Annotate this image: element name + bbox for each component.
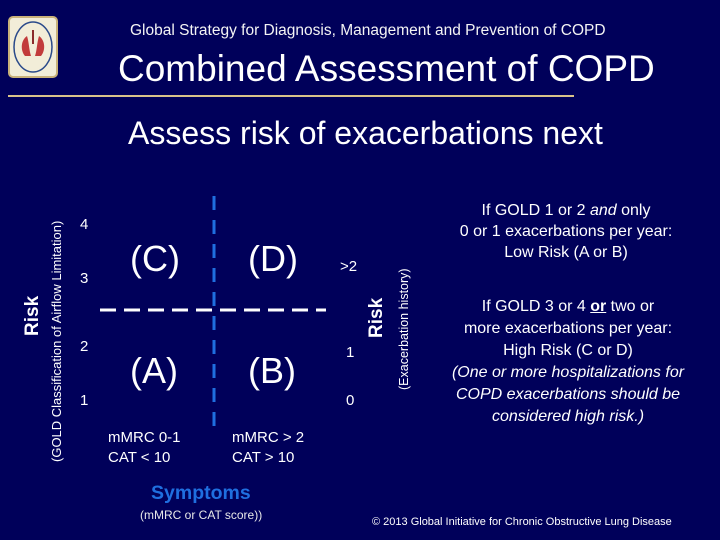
quadrant-b: (B) bbox=[248, 350, 296, 391]
page-title: Combined Assessment of COPD bbox=[118, 48, 655, 89]
low-risk-line-1: If GOLD 1 or 2 and only bbox=[481, 202, 651, 219]
symptoms-axis-subtitle: (mMRC or CAT score)) bbox=[140, 508, 263, 522]
right-tick-2-plus: >2 bbox=[340, 258, 358, 275]
left-tick-3: 3 bbox=[80, 270, 89, 287]
gold-seal-icon bbox=[8, 16, 58, 78]
right-tick-0: 0 bbox=[346, 392, 355, 409]
left-tick-1: 1 bbox=[80, 392, 89, 409]
symptoms-axis-title: Symptoms bbox=[151, 482, 251, 504]
gold-logo bbox=[8, 16, 58, 78]
symptoms-low-cat: CAT < 10 bbox=[108, 449, 171, 466]
header-divider bbox=[8, 95, 574, 97]
quadrant-c: (C) bbox=[130, 238, 180, 279]
assessment-grid bbox=[100, 196, 326, 426]
right-risk-label: Risk bbox=[366, 297, 387, 338]
left-tick-2: 2 bbox=[80, 338, 89, 355]
copyright-footer: © 2013 Global Initiative for Chronic Obs… bbox=[372, 516, 672, 528]
left-risk-label: Risk bbox=[22, 295, 43, 336]
symptoms-low-label: mMRC 0-1 CAT < 10 bbox=[108, 428, 181, 468]
low-risk-line-2: 0 or 1 exacerbations per year: bbox=[459, 223, 673, 240]
symptoms-high-mmrc: mMRC > 2 bbox=[232, 429, 305, 446]
low-risk-criteria: If GOLD 1 or 2 and only 0 or 1 exacerbat… bbox=[420, 200, 712, 263]
hospitalization-note: (One or more hospitalizations for COPD e… bbox=[451, 364, 685, 425]
header-subtitle: Global Strategy for Diagnosis, Managemen… bbox=[130, 22, 606, 39]
right-tick-1: 1 bbox=[346, 344, 355, 361]
gold-classification-label: (GOLD Classification of Airflow Limitati… bbox=[49, 220, 64, 462]
section-heading: Assess risk of exacerbations next bbox=[128, 115, 603, 151]
low-risk-line-3: Low Risk (A or B) bbox=[504, 244, 628, 261]
quadrant-a: (A) bbox=[130, 350, 178, 391]
high-risk-line-1: If GOLD 3 or 4 or two or bbox=[481, 298, 655, 315]
exacerbation-history-label: (Exacerbation history) bbox=[397, 268, 411, 390]
symptoms-low-mmrc: mMRC 0-1 bbox=[108, 429, 181, 446]
quadrant-d: (D) bbox=[248, 238, 298, 279]
high-risk-line-2: more exacerbations per year: bbox=[463, 320, 673, 337]
symptoms-high-cat: CAT > 10 bbox=[232, 449, 295, 466]
high-risk-line-3: High Risk (C or D) bbox=[503, 342, 633, 359]
left-tick-4: 4 bbox=[80, 216, 89, 233]
high-risk-criteria: If GOLD 3 or 4 or two or more exacerbati… bbox=[428, 296, 708, 428]
symptoms-high-label: mMRC > 2 CAT > 10 bbox=[232, 428, 304, 468]
